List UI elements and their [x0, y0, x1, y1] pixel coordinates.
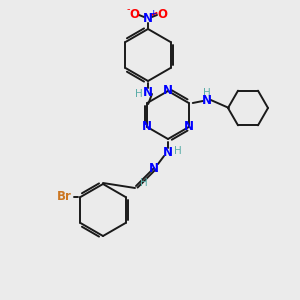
- Text: H: H: [140, 178, 148, 188]
- Text: H: H: [174, 146, 182, 156]
- Text: -: -: [126, 4, 130, 14]
- Text: H: H: [135, 89, 143, 99]
- Text: N: N: [202, 94, 212, 106]
- Text: Br: Br: [57, 190, 72, 203]
- Text: N: N: [163, 146, 173, 158]
- Text: N: N: [149, 161, 159, 175]
- Text: H: H: [203, 88, 211, 98]
- Text: N: N: [142, 121, 152, 134]
- Text: O: O: [157, 8, 167, 20]
- Text: N: N: [143, 85, 153, 98]
- Text: N: N: [163, 85, 173, 98]
- Text: O: O: [129, 8, 139, 20]
- Text: +: +: [149, 8, 157, 17]
- Text: N: N: [184, 121, 194, 134]
- Text: N: N: [143, 11, 153, 25]
